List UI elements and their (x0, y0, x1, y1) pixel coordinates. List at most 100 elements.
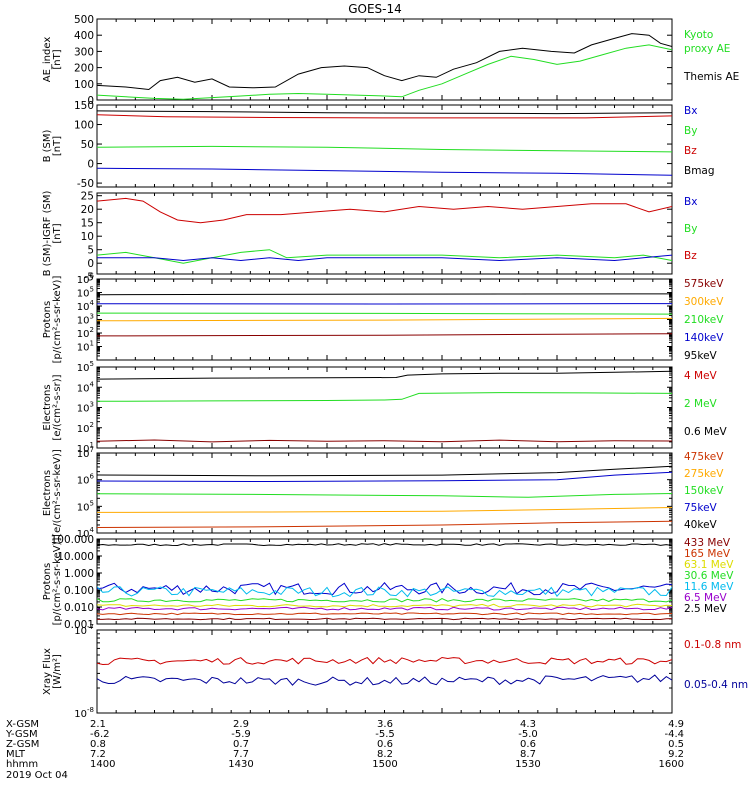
series-line-protons-mev-0 (97, 543, 672, 547)
legend-entry: proxy AE (684, 43, 730, 55)
y-tick-label: 102 (77, 326, 94, 340)
panel-protons-mev: 0.001 0.010 0.100 1.000 10.000 100.000 Protons… (42, 534, 734, 631)
y-tick-label: 0.100 (64, 585, 94, 597)
legend-entry: 165 MeV (684, 548, 731, 560)
legend-entry: Themis AE (683, 71, 739, 83)
y-axis-label: Protons (42, 301, 53, 338)
y-tick-label: 400 (74, 30, 94, 42)
x-row-value: 0.6 (377, 739, 393, 750)
legend-entry: Bmag (684, 165, 715, 177)
series-line-protons-0 (97, 293, 672, 296)
x-row-value: 1500 (372, 759, 397, 770)
y-tick-label: 105 (77, 286, 94, 300)
x-row-value: 4.9 (668, 719, 684, 730)
x-row-value: -5.0 (518, 729, 538, 740)
panel-b: -50 0 50 100 150 B (SM) [nT] Bx By Bz Bmag (42, 100, 715, 190)
series-line-electrons-mev-1 (97, 392, 672, 402)
figure-title: GOES-14 (348, 2, 402, 16)
y-tick-label: 103 (77, 313, 94, 327)
legend-entry: 433 MeV (684, 537, 731, 549)
series-line-electrons-mev-2 (97, 439, 672, 443)
x-row-value: 0.7 (233, 739, 249, 750)
legend-entry: Bx (684, 105, 697, 117)
y-tick-label: 1.000 (64, 568, 94, 580)
y-tick-label: 105 (77, 499, 94, 513)
x-row-value: 1400 (90, 759, 115, 770)
series-line-protons-mev-6 (97, 612, 672, 616)
series-line-b-2 (97, 145, 672, 153)
series-line-bdiff-2 (97, 254, 672, 262)
panel-ae: 0 100 200 300 400 500 AE_index [nT] Kyoto proxy A… (42, 14, 739, 107)
y-axis-label: [W/m²] (52, 654, 63, 689)
y-tick-label: 25 (81, 191, 94, 203)
y-axis-label: [e/(cm²-s-sr-keV)] (52, 449, 63, 537)
series-line-protons-mev-5 (97, 606, 672, 611)
series-line-protons-mev-2 (97, 586, 672, 598)
series-line-b-1 (97, 114, 672, 119)
series-line-xray-0 (97, 656, 672, 666)
x-row-label: Z-GSM (6, 739, 39, 750)
x-row-value: 8.7 (520, 749, 536, 760)
x-row-label: Y-GSM (5, 729, 38, 740)
legend-entry: 275keV (684, 468, 724, 480)
y-tick-label: 0 (87, 159, 94, 171)
y-tick-label: 100.000 (51, 534, 94, 546)
legend-entry: By (684, 223, 697, 235)
x-row-value: -6.2 (90, 729, 110, 740)
legend-entry: 575keV (684, 278, 724, 290)
legend-entry: 6.5 MeV (684, 592, 728, 604)
y-tick-label: 103 (77, 401, 94, 415)
x-row-value: -4.4 (664, 729, 684, 740)
series-line-electrons-kev-4 (97, 520, 672, 528)
legend-entry: 30.6 MeV (684, 570, 734, 582)
x-row-value: 8.2 (377, 749, 393, 760)
y-tick-label: 104 (77, 380, 95, 394)
legend-entry: 475keV (684, 451, 724, 463)
y-tick-label: 50 (81, 139, 94, 151)
series-line-protons-mev-7 (97, 617, 672, 621)
y-tick-label: 20 (81, 204, 94, 216)
y-tick-label: 10-7 (74, 623, 94, 637)
y-tick-label: 100 (74, 79, 94, 91)
series-line-b-3 (97, 167, 672, 176)
series-line-electrons-kev-1 (97, 471, 672, 483)
y-tick-label: 300 (74, 46, 94, 58)
y-tick-label: 10.000 (57, 551, 94, 563)
y-axis-label: B (SM) (42, 129, 53, 162)
plot-frame (96, 366, 673, 449)
y-tick-label: 107 (77, 446, 94, 460)
series-line-protons-mev-1 (97, 581, 672, 596)
x-row-value: 2.1 (90, 719, 106, 730)
legend-entry: Bz (684, 145, 697, 157)
y-tick-label: 500 (74, 14, 94, 26)
series-line-electrons-kev-2 (97, 493, 672, 498)
x-row-value: 1430 (228, 759, 253, 770)
legend-entry: Bz (684, 250, 697, 262)
y-axis-label: [p/(cm²-s-sr-keV)] (52, 538, 63, 626)
y-tick-label: 0.010 (64, 602, 94, 614)
x-row-value: -5.5 (375, 729, 395, 740)
series-line-b-0 (97, 110, 672, 115)
x-row-value: 3.6 (377, 719, 393, 730)
x-row-value: 0.5 (668, 739, 684, 750)
x-row-value: 1530 (515, 759, 540, 770)
legend-entry: 40keV (684, 519, 718, 531)
series-line-protons-3 (97, 317, 672, 322)
y-tick-label: 200 (74, 63, 94, 75)
y-tick-label: 5 (87, 245, 94, 257)
series-line-bdiff-0 (97, 197, 672, 224)
plot-frame (96, 192, 673, 275)
x-row-value: 0.8 (90, 739, 106, 750)
y-axis-label: [nT] (52, 223, 63, 243)
series-line-ae-0 (97, 33, 672, 91)
plot-frame (96, 278, 673, 361)
series-line-electrons-kev-3 (97, 507, 672, 513)
series-line-electrons-mev-0 (97, 370, 672, 380)
plot-frame (96, 538, 673, 625)
legend-entry: 150keV (684, 485, 724, 497)
x-axis-labels: X-GSM 2.1 2.9 3.6 4.3 4.9 Y-GSM -6.2 -5.9 -5.5 -5.… (5, 719, 684, 781)
